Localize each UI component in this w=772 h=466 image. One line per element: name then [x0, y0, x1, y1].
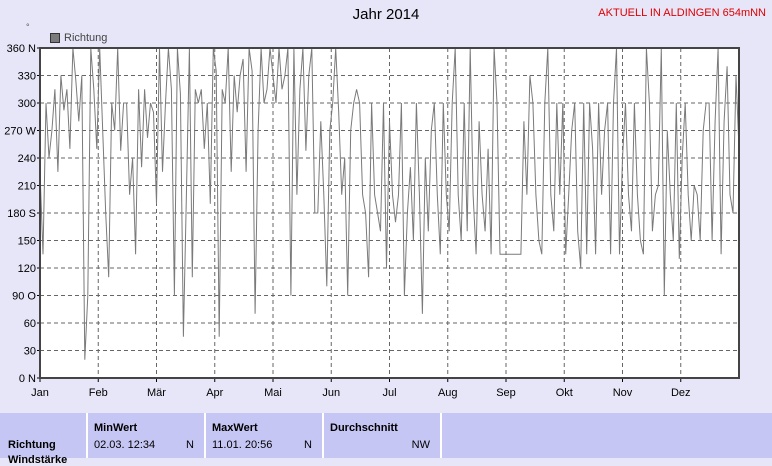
x-tick-label: Jun: [322, 387, 340, 399]
stats-table: Richtung Windstärke MinWert 02.03. 12:34…: [0, 413, 772, 466]
wind-direction-chart: 0 N 30 60 90 O 120 150 180 S 210 240 270 W 300 330 3…: [4, 43, 740, 399]
legend: Richtung: [50, 32, 107, 44]
min-value: 02.03. 12:34: [94, 439, 156, 451]
y-tick-label: 30: [24, 346, 36, 358]
y-tick-label: 120: [18, 263, 36, 275]
y-tick-label: 90 O: [12, 291, 36, 303]
y-tick-label: 210: [18, 181, 36, 193]
x-tick-label: Feb: [89, 387, 108, 399]
y-tick-label: 0 N: [19, 373, 36, 385]
y-tick-label: 150: [18, 236, 36, 248]
x-tick-label: Aug: [438, 387, 458, 399]
x-tick-label: Mai: [264, 387, 282, 399]
x-tick-label: Apr: [206, 387, 223, 399]
max-header: MaxWert: [212, 422, 258, 434]
empty-cell: [442, 413, 772, 458]
y-tick-label: 270 W: [4, 126, 36, 138]
y-tick-label: 330: [18, 71, 36, 83]
y-tick-label: 300: [18, 98, 36, 110]
avg-direction: NW: [411, 439, 430, 451]
min-header: MinWert: [94, 422, 138, 434]
x-tick-label: Jan: [31, 387, 49, 399]
x-tick-label: Jul: [382, 387, 396, 399]
max-cell: MaxWert 11.01. 20:56 N: [206, 413, 324, 458]
x-tick-label: Nov: [613, 387, 633, 399]
stats-row-label: Richtung: [8, 439, 56, 451]
min-cell: MinWert 02.03. 12:34 N: [88, 413, 206, 458]
x-tick-label: Dez: [671, 387, 691, 399]
unit-mark: °: [26, 22, 30, 32]
x-tick-label: Sep: [496, 387, 516, 399]
series-line-richtung: [39, 47, 740, 360]
y-tick-label: 240: [18, 153, 36, 165]
y-tick-label: 180 S: [7, 208, 36, 220]
y-tick-label: 360 N: [7, 43, 36, 55]
station-label: AKTUELL IN ALDINGEN 654mNN: [598, 7, 766, 19]
stats-row-label-cell: Richtung Windstärke: [0, 413, 88, 466]
x-tick-label: Mär: [147, 387, 166, 399]
stats-row-label-next: Windstärke: [8, 454, 68, 466]
avg-cell: Durchschnitt NW: [324, 413, 442, 458]
min-direction: N: [186, 439, 194, 451]
legend-swatch: [50, 33, 60, 43]
chart-title: Jahr 2014: [352, 6, 420, 23]
x-tick-label: Okt: [556, 387, 573, 399]
max-direction: N: [304, 439, 312, 451]
y-tick-label: 60: [24, 318, 36, 330]
max-value: 11.01. 20:56: [212, 439, 273, 451]
plot-frame: [39, 47, 740, 379]
avg-header: Durchschnitt: [330, 422, 398, 434]
legend-label: Richtung: [64, 32, 108, 44]
